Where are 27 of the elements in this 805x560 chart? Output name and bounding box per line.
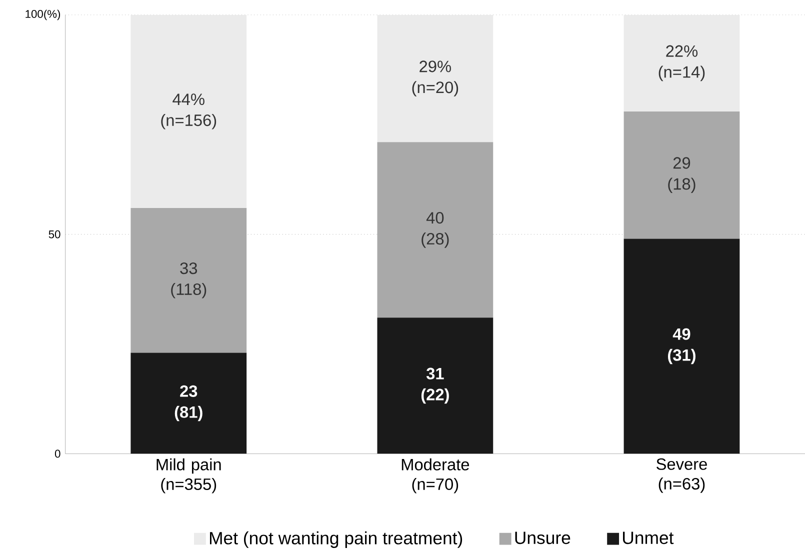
data-label: 44% (n=156) (161, 93, 216, 130)
legend-label: Unmet (623, 532, 674, 544)
bar (377, 14, 494, 142)
bar (377, 142, 494, 318)
bar (130, 14, 247, 208)
y-tick-label: 100(%) (26, 10, 60, 20)
data-label: 29 (18) (668, 157, 696, 193)
bar (377, 318, 494, 454)
data-label: 33 (118) (171, 262, 206, 298)
legend-label: Met (not wanting pain treatment) (210, 531, 462, 548)
bar (130, 208, 247, 353)
x-tick-label: Mild pain (n=355) (156, 458, 221, 494)
bar (624, 238, 740, 454)
legend-label: Unsure (515, 532, 570, 544)
data-label: 49 (31) (668, 328, 696, 364)
x-tick-label: Moderate (n=70) (402, 458, 470, 494)
data-label: 40 (28) (422, 212, 449, 248)
y-tick-label: 0 (54, 450, 60, 458)
bar (624, 111, 740, 239)
y-tick-label: 50 (48, 230, 60, 238)
x-tick-label: Severe (n=63) (656, 458, 707, 493)
data-label: 23 (81) (174, 385, 202, 421)
bar (624, 14, 740, 112)
data-label: 29% (n=20) (412, 60, 458, 96)
data-label: 22% (n=14) (658, 45, 705, 81)
bar (130, 352, 247, 454)
data-label: 31 (22) (421, 368, 449, 404)
